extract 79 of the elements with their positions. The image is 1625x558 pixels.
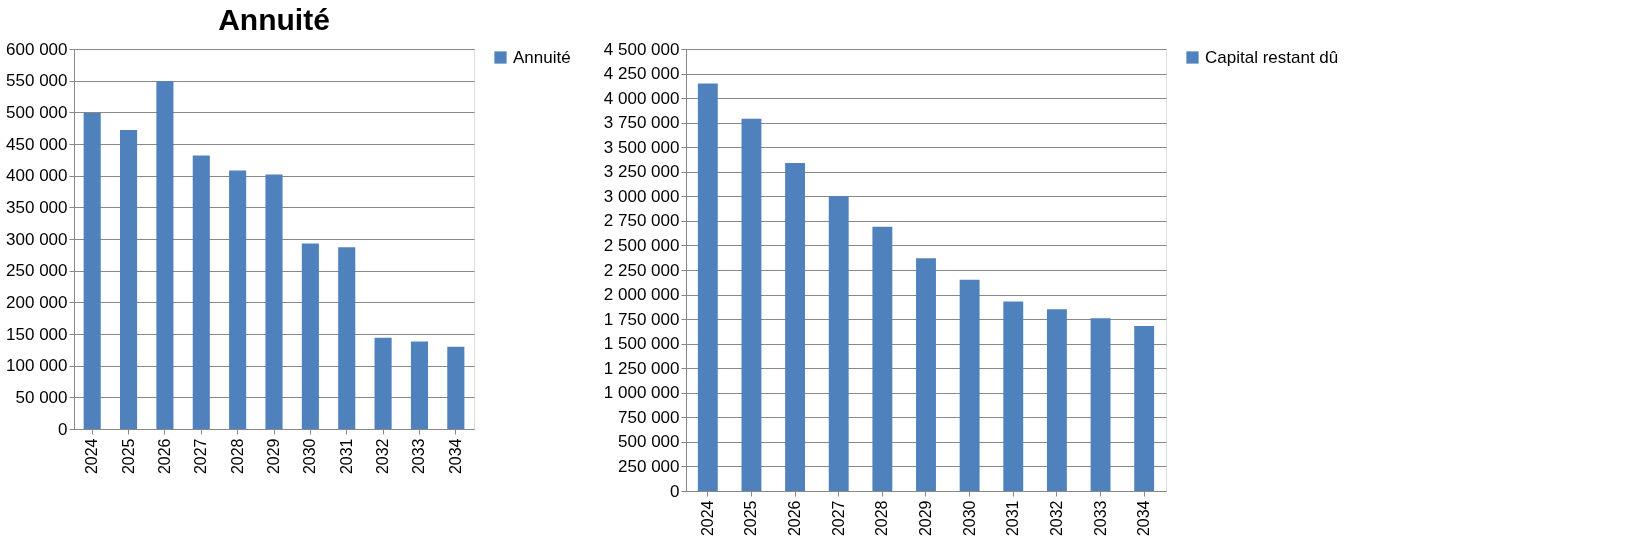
x-tick-label: 2029 bbox=[917, 500, 934, 537]
y-tick-label: 500 000 bbox=[618, 432, 680, 452]
y-tick-label: 50 000 bbox=[15, 387, 68, 407]
y-tick-label: 0 bbox=[670, 481, 680, 501]
x-tick-label: 2032 bbox=[374, 438, 392, 475]
y-tick-label: 3 250 000 bbox=[603, 162, 680, 182]
y-tick-label: 0 bbox=[58, 419, 68, 439]
chart-title: Annuité bbox=[218, 3, 330, 36]
x-tick-label: 2029 bbox=[265, 438, 282, 475]
y-tick-label: 1 000 000 bbox=[603, 383, 680, 403]
y-tick-label: 1 500 000 bbox=[603, 334, 680, 354]
x-tick-label: 2027 bbox=[829, 500, 847, 537]
y-tick-label: 250 000 bbox=[6, 261, 68, 281]
x-tick-label: 2031 bbox=[1004, 500, 1022, 537]
y-tick-label: 3 500 000 bbox=[603, 137, 680, 157]
y-tick-label: 600 000 bbox=[6, 39, 68, 59]
bar bbox=[338, 247, 356, 429]
y-tick-label: 150 000 bbox=[6, 324, 68, 344]
bar bbox=[192, 155, 210, 429]
x-tick-label: 2026 bbox=[786, 500, 804, 537]
x-tick-label: 2025 bbox=[742, 500, 760, 537]
legend-label: Annuité bbox=[513, 47, 571, 67]
bar bbox=[1134, 325, 1155, 491]
y-tick-label: 2 500 000 bbox=[603, 235, 680, 255]
y-tick-label: 4 000 000 bbox=[603, 88, 680, 108]
bar bbox=[83, 112, 101, 429]
y-tick-label: 4 500 000 bbox=[603, 39, 680, 59]
x-tick-label: 2026 bbox=[155, 438, 173, 475]
y-tick-label: 2 000 000 bbox=[603, 285, 680, 305]
x-tick-label: 2025 bbox=[119, 438, 137, 475]
bar bbox=[785, 162, 806, 491]
legend-label: Capital restant dû bbox=[1205, 47, 1339, 67]
bar bbox=[828, 196, 849, 491]
y-tick-label: 1 750 000 bbox=[603, 309, 680, 329]
x-tick-label: 2028 bbox=[228, 438, 246, 475]
bar bbox=[374, 337, 392, 429]
y-tick-label: 2 250 000 bbox=[603, 260, 680, 280]
y-tick-label: 1 250 000 bbox=[603, 358, 680, 378]
bar bbox=[156, 81, 174, 429]
bar bbox=[265, 174, 283, 429]
y-tick-label: 450 000 bbox=[6, 134, 68, 154]
y-tick-label: 200 000 bbox=[6, 292, 68, 312]
y-tick-label: 500 000 bbox=[6, 102, 68, 122]
y-tick-label: 4 250 000 bbox=[603, 64, 680, 84]
y-tick-label: 750 000 bbox=[618, 407, 680, 427]
x-tick-label: 2034 bbox=[446, 438, 464, 475]
y-tick-label: 350 000 bbox=[6, 197, 68, 217]
y-tick-label: 400 000 bbox=[6, 166, 68, 186]
x-tick-label: 2024 bbox=[698, 500, 716, 537]
bar bbox=[1003, 301, 1024, 491]
bar bbox=[229, 170, 247, 429]
x-tick-label: 2033 bbox=[1091, 500, 1109, 537]
x-tick-label: 2030 bbox=[960, 500, 978, 537]
x-tick-label: 2033 bbox=[410, 438, 428, 475]
y-tick-label: 250 000 bbox=[618, 456, 680, 476]
x-tick-label: 2031 bbox=[337, 438, 355, 475]
bar bbox=[301, 243, 319, 429]
y-tick-label: 550 000 bbox=[6, 71, 68, 91]
x-tick-label: 2034 bbox=[1135, 500, 1153, 537]
bar bbox=[1090, 318, 1111, 491]
x-tick-label: 2028 bbox=[873, 500, 891, 537]
bar bbox=[447, 346, 465, 429]
x-tick-label: 2032 bbox=[1047, 500, 1065, 537]
y-tick-label: 300 000 bbox=[6, 229, 68, 249]
bar bbox=[120, 130, 138, 429]
bar bbox=[1046, 309, 1067, 491]
y-tick-label: 100 000 bbox=[6, 356, 68, 376]
bar bbox=[872, 226, 893, 491]
x-tick-label: 2024 bbox=[83, 438, 101, 475]
y-tick-label: 3 000 000 bbox=[603, 186, 680, 206]
x-tick-label: 2027 bbox=[192, 438, 210, 475]
bar bbox=[959, 279, 980, 491]
bar bbox=[697, 83, 718, 491]
bar bbox=[410, 341, 428, 429]
bar bbox=[916, 258, 936, 491]
y-tick-label: 2 750 000 bbox=[603, 211, 680, 231]
bar bbox=[741, 118, 762, 491]
y-tick-label: 3 750 000 bbox=[603, 113, 680, 133]
x-tick-label: 2030 bbox=[301, 438, 319, 475]
